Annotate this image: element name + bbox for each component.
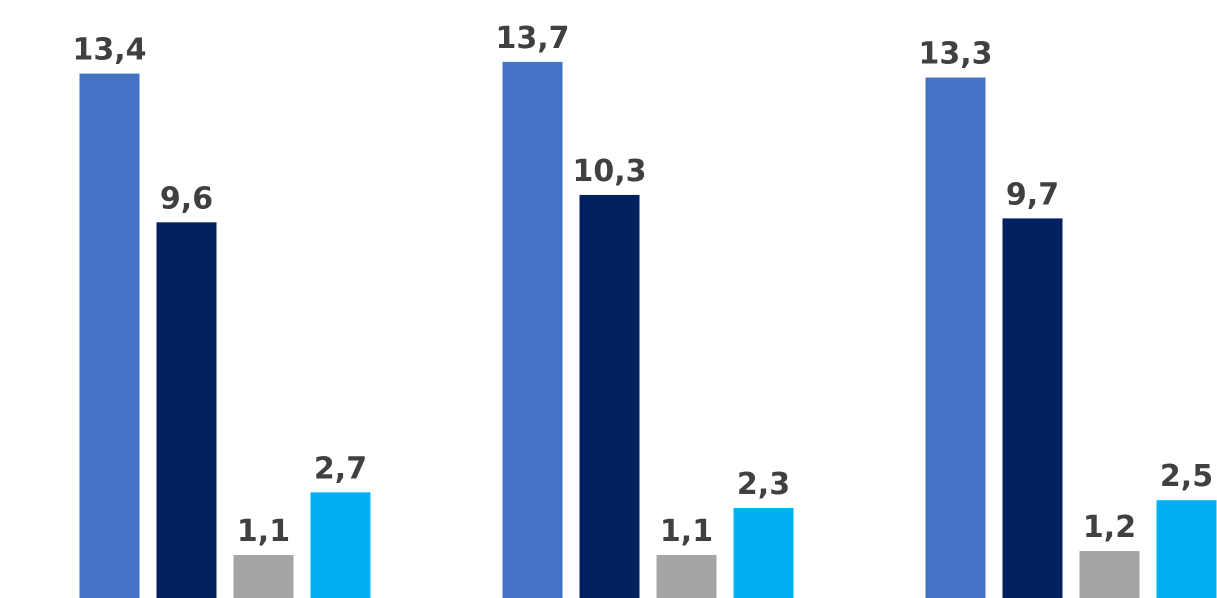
bar	[233, 554, 294, 598]
value-label: 1,2	[1083, 510, 1136, 545]
value-label: 2,5	[1160, 459, 1213, 494]
bar	[1002, 218, 1063, 598]
value-label: 2,3	[737, 467, 790, 502]
bar	[579, 194, 640, 598]
value-label: 10,3	[572, 154, 646, 189]
bar	[156, 222, 217, 598]
bar	[502, 61, 563, 598]
bar	[656, 554, 717, 598]
value-label: 13,3	[918, 37, 992, 72]
value-label: 2,7	[314, 451, 367, 486]
value-label: 13,4	[72, 33, 146, 68]
bar	[1079, 551, 1140, 598]
bar	[733, 507, 794, 598]
value-label: 9,7	[1006, 177, 1059, 212]
value-label: 13,7	[495, 21, 569, 56]
value-label: 1,1	[237, 514, 290, 549]
bar	[1156, 500, 1217, 598]
value-label: 9,6	[160, 181, 213, 216]
bar	[925, 77, 986, 598]
bar	[79, 73, 140, 598]
value-label: 1,1	[660, 514, 713, 549]
bar	[310, 492, 371, 598]
